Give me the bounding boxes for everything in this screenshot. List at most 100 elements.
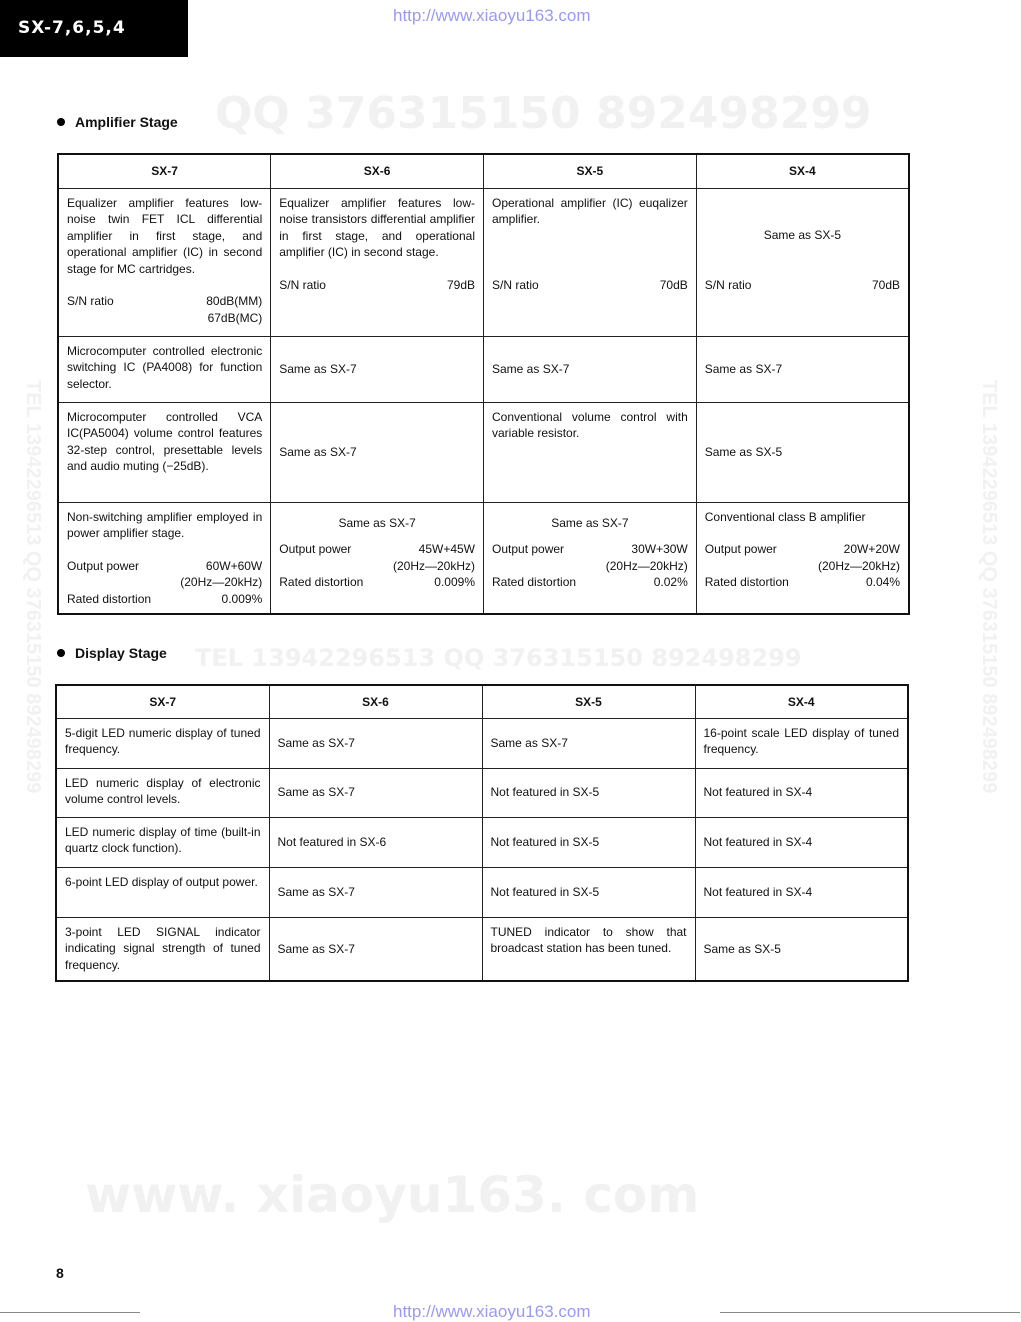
table-cell: TUNED indicator to show that broadcast s…	[481, 916, 696, 982]
bullet-icon	[57, 649, 65, 657]
amplifier-title-text: Amplifier Stage	[75, 114, 178, 130]
watermark-left-vertical: TEL 13942296513 QQ 376315150 892498299	[22, 380, 44, 794]
bullet-icon	[57, 118, 65, 126]
table-row: 6-point LED display of output power. Same…	[55, 866, 909, 918]
spec-row: Output power 45W+45W (20Hz—20kHz)	[279, 541, 475, 574]
cell-text: Same as SX-7	[277, 941, 355, 956]
url-top[interactable]: http://www.xiaoyu163.com	[393, 6, 591, 25]
cell-text: Not featured in SX-5	[490, 785, 600, 800]
table-cell: 3-point LED SIGNAL indicator indicating …	[55, 916, 270, 982]
watermark-top: QQ 376315150 892498299	[215, 88, 872, 139]
spec-value: 20W+20W (20Hz—20kHz)	[818, 541, 900, 574]
url-bottom[interactable]: http://www.xiaoyu163.com	[393, 1302, 591, 1321]
spec-value-line: 0.009%	[221, 591, 263, 606]
spec-list: Output power 20W+20W (20Hz—20kHz) Rated dis…	[705, 541, 900, 591]
spec-value-line: 70dB	[659, 277, 688, 292]
cell-text: Not featured in SX-4	[703, 785, 813, 800]
column-header: SX-6	[270, 153, 484, 189]
spec-label: S/N ratio	[67, 294, 114, 308]
spec-label: Output power	[704, 542, 777, 556]
table-cell: Not featured in SX-4	[694, 767, 909, 818]
display-section-title: Display Stage	[57, 645, 167, 661]
spec-value: 0.02%	[654, 574, 688, 591]
cell-text: Conventional volume control with variabl…	[492, 409, 688, 441]
spec-label: Rated distortion	[704, 575, 789, 589]
cell-text: Microcomputer controlled VCA IC(PA5004) …	[67, 409, 263, 474]
table-row: LED numeric display of time (built-in qu…	[55, 816, 909, 868]
spec-value-line: 67dB(MC)	[207, 310, 263, 325]
cell-text: Not featured in SX-4	[703, 834, 813, 849]
table-row: Microcomputer controlled electronic swit…	[57, 335, 910, 403]
header-row: SX-7 SX-6 SX-5 SX-4	[57, 153, 910, 189]
spec-label: S/N ratio	[492, 277, 539, 292]
cell-text: Same as SX-7	[551, 515, 629, 530]
table-cell: Not featured in SX-5	[481, 767, 696, 818]
column-header: SX-6	[268, 684, 483, 719]
spec-value: 45W+45W (20Hz—20kHz)	[393, 541, 475, 574]
table-cell: Same as SX-7	[268, 717, 483, 769]
footer-rule	[0, 1312, 140, 1313]
table-cell: Same as SX-7	[270, 401, 484, 503]
watermark-middle: TEL 13942296513 QQ 376315150 892498299	[195, 644, 802, 672]
spec-list: S/N ratio 70dB	[492, 277, 688, 294]
cell-text: Same as SX-7	[704, 361, 783, 376]
spec-label: Rated distortion	[492, 575, 577, 589]
spec-value-line: 0.02%	[653, 575, 688, 589]
cell-text: Not featured in SX-6	[277, 834, 387, 849]
table-cell: Same as SX-5 S/N ratio 70dB	[695, 187, 910, 337]
cell-text: Microcomputer controlled electronic swit…	[67, 343, 263, 391]
table-cell: Same as SX-7	[270, 335, 484, 403]
spec-row: Output power 20W+20W (20Hz—20kHz)	[705, 541, 900, 574]
cell-text: TUNED indicator to show that broadcast s…	[490, 924, 687, 956]
spec-value: 60W+60W (20Hz—20kHz)	[180, 558, 262, 591]
spec-value: 70dB	[660, 277, 688, 294]
display-table: SX-7 SX-6 SX-5 SX-4 5-digit LED numeric disp…	[55, 684, 909, 982]
spec-label: Rated distortion	[279, 575, 364, 589]
cell-text: Conventional class B amplifier	[704, 509, 866, 524]
spec-label: Output power	[492, 542, 565, 556]
spec-row: S/N ratio 70dB	[705, 277, 900, 294]
cell-text: Same as SX-5	[763, 227, 842, 242]
spec-list: S/N ratio 70dB	[705, 277, 900, 294]
cell-text: Same as SX-5	[703, 941, 781, 956]
spec-row: S/N ratio 79dB	[279, 277, 475, 294]
spec-label: Rated distortion	[67, 591, 152, 606]
cell-text: Same as SX-7	[279, 361, 357, 376]
table-cell: Same as SX-7	[268, 767, 483, 818]
spec-row: Rated distortion 0.02%	[492, 574, 688, 591]
table-cell: Same as SX-7	[483, 335, 697, 403]
spec-row: Rated distortion 0.009%	[279, 574, 475, 591]
table-cell: Not featured in SX-4	[694, 816, 909, 868]
spec-value: 0.04%	[866, 574, 900, 591]
cell-text: Same as SX-7	[277, 884, 355, 899]
table-cell: Not featured in SX-6	[268, 816, 483, 868]
spec-row: S/N ratio 70dB	[492, 277, 688, 294]
table-cell: 5-digit LED numeric display of tuned fre…	[55, 717, 270, 769]
spec-value-line: (20Hz—20kHz)	[817, 558, 900, 573]
table-row: Non-switching amplifier employed in powe…	[57, 501, 910, 615]
cell-text: LED numeric display of electronic volume…	[65, 775, 261, 807]
spec-row: Output power 30W+30W (20Hz—20kHz)	[492, 541, 688, 574]
spec-list: S/N ratio 79dB	[279, 277, 475, 294]
cell-text: Not featured in SX-5	[490, 884, 600, 899]
column-header: SX-7	[57, 153, 272, 189]
spec-label: S/N ratio	[704, 278, 752, 292]
spec-value-line: (20Hz—20kHz)	[392, 558, 475, 573]
cell-text: Same as SX-7	[277, 735, 355, 750]
table-cell: Non-switching amplifier employed in powe…	[57, 501, 272, 615]
column-header: SX-5	[483, 153, 697, 189]
table-row: 3-point LED SIGNAL indicator indicating …	[55, 916, 909, 982]
spec-row: Rated distortion 0.04%	[705, 574, 900, 591]
spec-label: S/N ratio	[279, 277, 326, 292]
table-cell: Same as SX-7 Output power 30W+30W (20Hz—20k…	[483, 501, 697, 615]
spec-value-line: 79dB	[446, 277, 475, 292]
watermark-right-vertical: TEL 13942296513 QQ 376315150 892498299	[978, 380, 1000, 794]
cell-text: Same as SX-7	[490, 735, 568, 750]
cell-text: Non-switching amplifier employed in powe…	[67, 509, 263, 541]
table-row: LED numeric display of electronic volume…	[55, 767, 909, 818]
cell-text: 3-point LED SIGNAL indicator indicating …	[65, 924, 261, 972]
amplifier-table: SX-7 SX-6 SX-5 SX-4 Equalizer amplifier feat…	[57, 153, 910, 615]
spec-value-line: 30W+30W	[631, 542, 688, 556]
table-row: Equalizer amplifier features low-noise t…	[57, 187, 910, 337]
spec-value-line: (20Hz—20kHz)	[605, 558, 688, 573]
